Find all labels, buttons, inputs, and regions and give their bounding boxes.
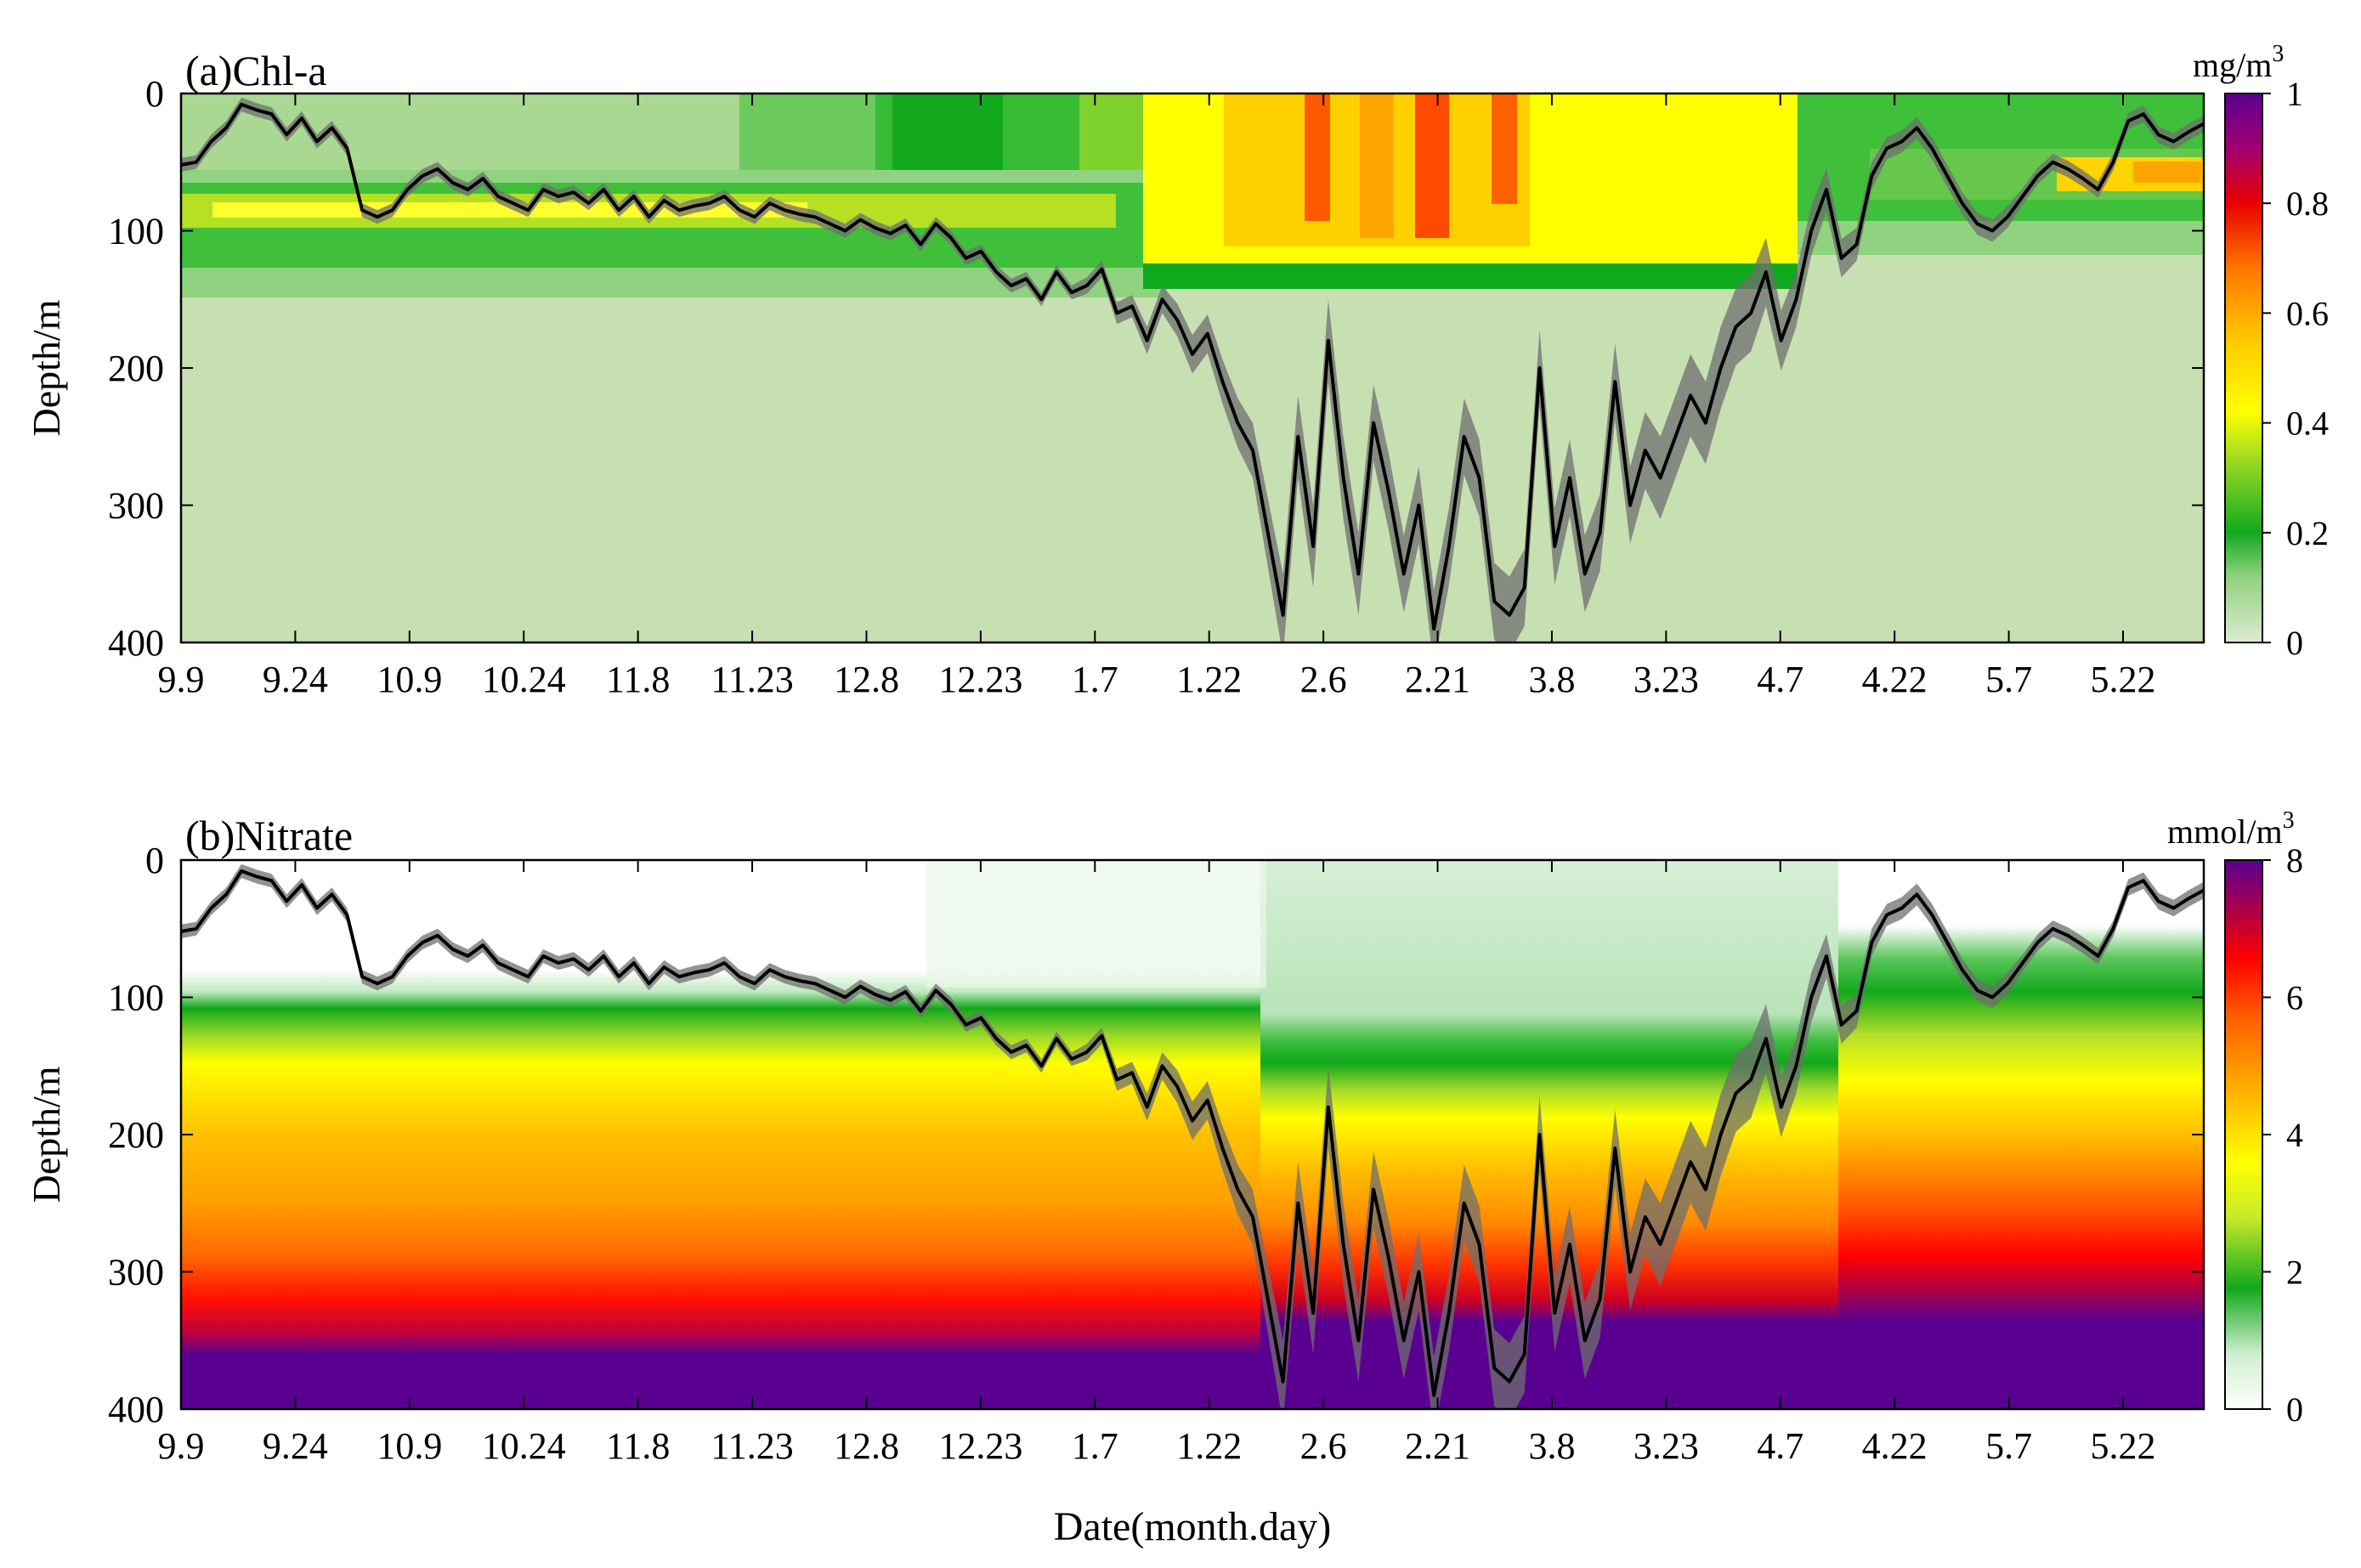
x-tick-label: 11.23 bbox=[711, 659, 793, 700]
x-tick-label: 3.23 bbox=[1633, 659, 1699, 700]
x-tick-label: 12.23 bbox=[938, 1425, 1022, 1467]
x-tick-label: 4.22 bbox=[1862, 659, 1928, 700]
x-tick-label: 5.7 bbox=[1985, 659, 2032, 700]
x-tick-label: 1.22 bbox=[1176, 659, 1242, 700]
chl-colorbar bbox=[2224, 93, 2263, 643]
x-tick-label: 10.24 bbox=[482, 1425, 566, 1467]
y-tick-label: 100 bbox=[108, 211, 164, 252]
nitrate-spring bbox=[1838, 860, 2204, 1409]
colorbar-tick-label: 0.2 bbox=[2286, 514, 2329, 552]
chl-x-ticks: 9.9 9.24 10.9 10.24 11.8 11.23 12.8 12.23 1.7 1.2… bbox=[158, 93, 2156, 700]
nitrate-transition-fade bbox=[926, 860, 1266, 988]
x-tick-label: 1.7 bbox=[1072, 1425, 1118, 1467]
x-tick-label: 5.22 bbox=[2091, 659, 2156, 700]
nitrate-unit-sup: 3 bbox=[2283, 807, 2295, 834]
x-tick-label: 11.8 bbox=[606, 659, 670, 700]
x-axis-label: Date(month.day) bbox=[1054, 1504, 1332, 1549]
nitrate-unit-text: mmol/m bbox=[2167, 812, 2283, 851]
x-tick-label: 1.22 bbox=[1176, 1425, 1242, 1467]
y-tick-label: 300 bbox=[108, 485, 164, 527]
chl-colorbar-unit: mg/m3 bbox=[2193, 41, 2284, 84]
nitrate-winter bbox=[1260, 860, 1838, 1409]
x-tick-label: 4.7 bbox=[1757, 1425, 1803, 1467]
chl-bloom-red2 bbox=[1415, 93, 1449, 238]
x-tick-label: 12.8 bbox=[834, 659, 899, 700]
chl-field bbox=[181, 93, 2204, 642]
nitrate-field bbox=[181, 860, 2204, 1409]
nitrate-colorbar-unit: mmol/m3 bbox=[2167, 807, 2295, 851]
x-tick-label: 10.9 bbox=[377, 659, 442, 700]
y-tick-label: 400 bbox=[108, 622, 164, 664]
chl-y-axis-label: Depth/m bbox=[25, 299, 68, 436]
x-tick-label: 3.23 bbox=[1633, 1425, 1699, 1467]
x-tick-label: 9.24 bbox=[263, 659, 328, 700]
chl-mld-shading bbox=[181, 97, 2204, 642]
chl-bloom-red3 bbox=[1492, 93, 1517, 204]
colorbar-tick-label: 2 bbox=[2286, 1254, 2303, 1292]
y-tick-label: 0 bbox=[145, 73, 164, 115]
x-tick-label: 9.24 bbox=[263, 1425, 328, 1467]
nitrate-x-ticks: 9.9 9.24 10.9 10.24 11.8 11.23 12.8 12.23 1.7 1.2… bbox=[158, 860, 2156, 1467]
colorbar-tick-label: 0 bbox=[2286, 624, 2303, 662]
x-tick-label: 4.22 bbox=[1862, 1425, 1928, 1467]
x-tick-label: 12.8 bbox=[834, 1425, 899, 1467]
chl-spring-peak2 bbox=[2133, 161, 2201, 183]
x-tick-label: 4.7 bbox=[1757, 659, 1803, 700]
x-tick-label: 12.23 bbox=[938, 659, 1022, 700]
colorbar-tick-label: 0.4 bbox=[2286, 405, 2329, 443]
x-tick-label: 11.23 bbox=[711, 1425, 793, 1467]
y-tick-label: 200 bbox=[108, 1114, 164, 1156]
chl-unit-sup: 3 bbox=[2272, 41, 2284, 67]
x-tick-label: 1.7 bbox=[1072, 659, 1118, 700]
x-tick-label: 5.7 bbox=[1985, 1425, 2032, 1467]
y-tick-label: 300 bbox=[108, 1252, 164, 1293]
x-tick-label: 3.8 bbox=[1528, 659, 1575, 700]
panel-nitrate: 9.9 9.24 10.9 10.24 11.8 11.23 12.8 12.23 1.7 1.2… bbox=[25, 807, 2303, 1467]
chl-mld-line bbox=[181, 102, 2204, 631]
x-tick-label: 2.21 bbox=[1405, 1425, 1470, 1467]
colorbar-tick-label: 6 bbox=[2286, 979, 2303, 1017]
colorbar-tick-label: 0.8 bbox=[2286, 184, 2329, 223]
nitrate-y-ticks: 0 100 200 300 400 bbox=[108, 840, 2204, 1430]
nitrate-y-axis-label: Depth/m bbox=[25, 1066, 68, 1203]
x-tick-label: 3.8 bbox=[1528, 1425, 1575, 1467]
colorbar-tick-label: 1 bbox=[2286, 75, 2303, 113]
x-tick-label: 2.6 bbox=[1300, 659, 1347, 700]
chl-panel-label: (a)Chl-a bbox=[185, 47, 327, 94]
y-tick-label: 100 bbox=[108, 977, 164, 1019]
x-tick-label: 9.9 bbox=[158, 659, 205, 700]
y-tick-label: 400 bbox=[108, 1389, 164, 1430]
y-tick-label: 200 bbox=[108, 348, 164, 389]
x-tick-label: 10.9 bbox=[377, 1425, 442, 1467]
panel-chl: 9.9 9.24 10.9 10.24 11.8 11.23 12.8 12.23 1.7 1.2… bbox=[25, 41, 2329, 700]
x-tick-label: 11.8 bbox=[606, 1425, 670, 1467]
chl-colorbar-ticks: 0 0.2 0.4 0.6 0.8 1 bbox=[2262, 75, 2329, 662]
nitrate-panel-label: (b)Nitrate bbox=[185, 812, 353, 859]
nitrate-mld-line bbox=[181, 869, 2204, 1397]
chl-bloom-orange2 bbox=[1360, 93, 1394, 238]
x-tick-label: 10.24 bbox=[482, 659, 566, 700]
y-tick-label: 0 bbox=[145, 840, 164, 881]
chl-y-ticks: 0 100 200 300 400 bbox=[108, 73, 2204, 664]
x-tick-label: 2.21 bbox=[1405, 659, 1470, 700]
x-tick-label: 5.22 bbox=[2091, 1425, 2156, 1467]
nitrate-colorbar bbox=[2224, 859, 2263, 1410]
x-tick-label: 9.9 bbox=[158, 1425, 205, 1467]
nitrate-colorbar-ticks: 0 2 4 6 8 bbox=[2262, 841, 2303, 1429]
nitrate-mld-shading bbox=[181, 863, 2204, 1409]
colorbar-tick-label: 8 bbox=[2286, 841, 2303, 880]
chl-unit-text: mg/m bbox=[2193, 46, 2272, 84]
colorbar-tick-label: 0 bbox=[2286, 1390, 2303, 1429]
chl-bloom-red1 bbox=[1305, 93, 1330, 221]
x-tick-label: 2.6 bbox=[1300, 1425, 1347, 1467]
colorbar-tick-label: 4 bbox=[2286, 1116, 2303, 1154]
colorbar-tick-label: 0.6 bbox=[2286, 294, 2329, 332]
